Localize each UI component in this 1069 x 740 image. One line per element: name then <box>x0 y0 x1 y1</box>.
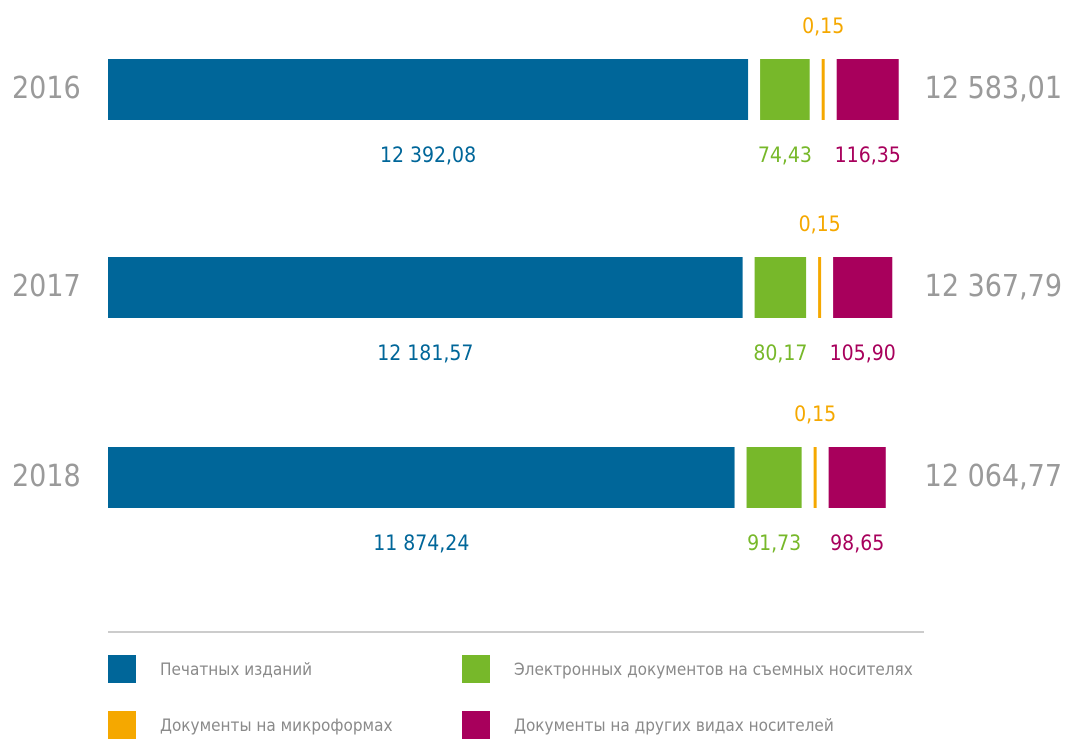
legend-label: Электронных документов на съемных носите… <box>514 660 913 680</box>
legend-swatch <box>108 711 136 739</box>
legend-label: Печатных изданий <box>160 660 312 680</box>
bar-segment <box>836 59 899 120</box>
legend-label: Документы на других видах носителей <box>514 716 834 736</box>
value-label: 74,43 <box>758 143 812 167</box>
bar-segment <box>828 447 886 508</box>
bar-segment <box>833 257 893 318</box>
bar-segment <box>813 447 817 508</box>
value-label: 0,15 <box>799 212 841 236</box>
bar-segment <box>108 59 749 120</box>
legend-swatch <box>462 655 490 683</box>
value-label: 11 874,24 <box>373 531 469 555</box>
legend-swatch <box>108 655 136 683</box>
value-label: 98,65 <box>830 531 884 555</box>
category-label: 2016 <box>12 71 81 106</box>
legend-swatch <box>462 711 490 739</box>
bar-segment <box>754 257 807 318</box>
value-label: 91,73 <box>747 531 801 555</box>
bar-segment <box>746 447 802 508</box>
value-label: 0,15 <box>794 402 836 426</box>
value-label: 116,35 <box>835 143 901 167</box>
value-label: 12 181,57 <box>377 341 473 365</box>
bar-segment <box>821 59 825 120</box>
value-label: 80,17 <box>753 341 807 365</box>
category-label: 2017 <box>12 269 81 304</box>
category-label: 2018 <box>12 459 81 494</box>
value-label: 12 392,08 <box>380 143 476 167</box>
value-label: 0,15 <box>802 14 844 38</box>
total-label: 12 367,79 <box>925 269 1062 304</box>
value-label: 105,90 <box>830 341 896 365</box>
legend-label: Документы на микроформах <box>160 716 393 736</box>
bar-segment <box>108 257 743 318</box>
total-label: 12 583,01 <box>925 71 1062 106</box>
bar-segment <box>818 257 822 318</box>
total-label: 12 064,77 <box>925 459 1062 494</box>
bar-segment <box>108 447 735 508</box>
bar-segment <box>760 59 810 120</box>
